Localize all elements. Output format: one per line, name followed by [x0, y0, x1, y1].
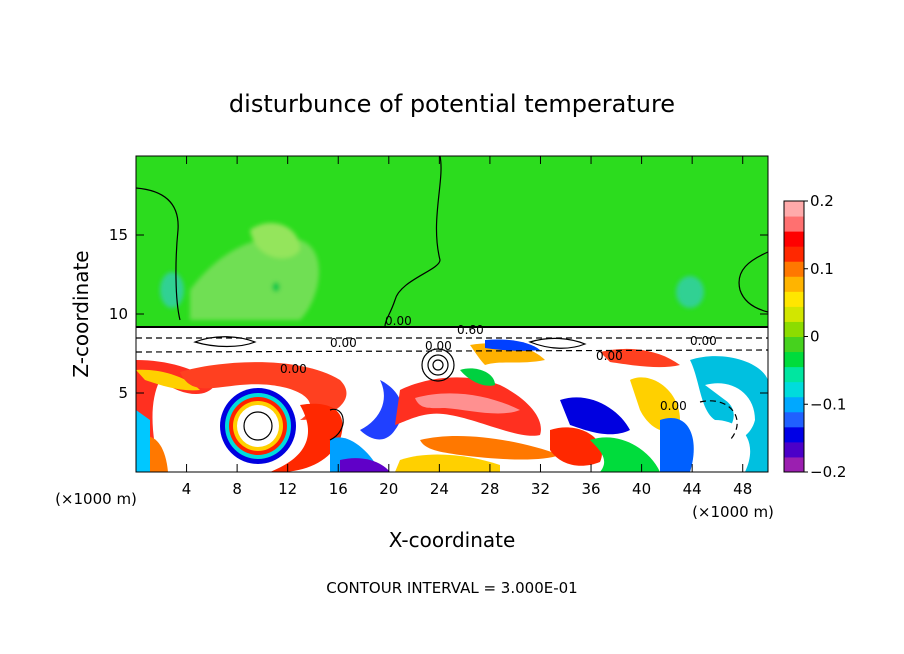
colorbar-swatch: [784, 261, 804, 277]
colorbar-tick-label: −0.2: [810, 463, 846, 481]
colorbar-swatch: [784, 426, 804, 443]
x-tick-label: 44: [683, 480, 702, 498]
lower-anomalies: [136, 339, 768, 472]
colorbar-swatch: [784, 411, 804, 428]
contour-label: 0.00: [385, 314, 412, 328]
contour-label: 0.00: [690, 334, 717, 348]
contour-lines: [136, 156, 768, 441]
colorbar-swatch: [784, 246, 804, 262]
x-tick-label: 32: [531, 480, 550, 498]
colorbar-swatch: [784, 396, 804, 413]
colorbar-tick-label: −0.1: [810, 395, 846, 413]
x-tick-label: 40: [632, 480, 651, 498]
upper-anomalies: [160, 222, 704, 320]
contour-label: 0.00: [660, 399, 687, 413]
contour-label: 0.00: [330, 336, 357, 350]
x-tick-label: 28: [480, 480, 499, 498]
y-tick-label: 5: [118, 384, 128, 402]
x-tick-label: 4: [182, 480, 192, 498]
x-tick-label: 8: [232, 480, 242, 498]
colorbar-swatch: [784, 366, 804, 383]
colorbar: [783, 200, 805, 473]
colorbar-swatch: [784, 381, 804, 398]
x-tick-label: 12: [278, 480, 297, 498]
colorbar-swatch: [784, 441, 804, 458]
contour-label: 0.00: [596, 349, 623, 363]
colorbar-tick-label: 0.2: [810, 192, 834, 210]
contour-label: 0.00: [425, 339, 452, 353]
colorbar-swatch: [784, 321, 804, 337]
colorbar-tick-label: 0: [810, 328, 820, 346]
x-tick-label: 24: [430, 480, 449, 498]
y-axis-label: Z-coordinate: [69, 250, 93, 377]
colorbar-swatch: [784, 306, 804, 322]
plot-area: [136, 156, 768, 472]
x-tick-label: 16: [329, 480, 348, 498]
chart-title: disturbunce of potential temperature: [229, 90, 675, 118]
colorbar-swatch: [784, 456, 804, 473]
contour-labels: 0.00 0.60 0.00 0.00 0.00 0.00 0.00 0.00: [280, 314, 717, 413]
colorbar-swatch: [784, 276, 804, 292]
contour-interval-footer: CONTOUR INTERVAL = 3.000E-01: [326, 579, 577, 597]
x-axis-label: X-coordinate: [389, 528, 516, 552]
colorbar-swatch: [784, 231, 804, 247]
colorbar-swatch: [784, 216, 804, 232]
y-tick-label: 10: [109, 305, 128, 323]
x-axis-unit-left: (×1000 m): [55, 490, 137, 508]
contour-label: 0.00: [280, 362, 307, 376]
colorbar-ticks: 0.2 0.1 0 −0.1 −0.2: [804, 192, 846, 481]
x-tick-label: 36: [581, 480, 600, 498]
colorbar-swatch: [784, 351, 804, 368]
colorbar-swatch: [784, 336, 804, 353]
colorbar-tick-label: 0.1: [810, 260, 834, 278]
contour-label: 0.60: [457, 323, 484, 337]
x-axis-unit-right: (×1000 m): [692, 503, 774, 521]
colorbar-swatch: [784, 201, 804, 217]
x-tick-label: 20: [379, 480, 398, 498]
x-axis: 4 8 12 16 20 24 28 32 36 40 44 48: [182, 156, 752, 498]
x-tick-label: 48: [733, 480, 752, 498]
y-axis: 5 10 15: [109, 226, 768, 402]
y-tick-label: 15: [109, 226, 128, 244]
colorbar-swatch: [784, 291, 804, 307]
